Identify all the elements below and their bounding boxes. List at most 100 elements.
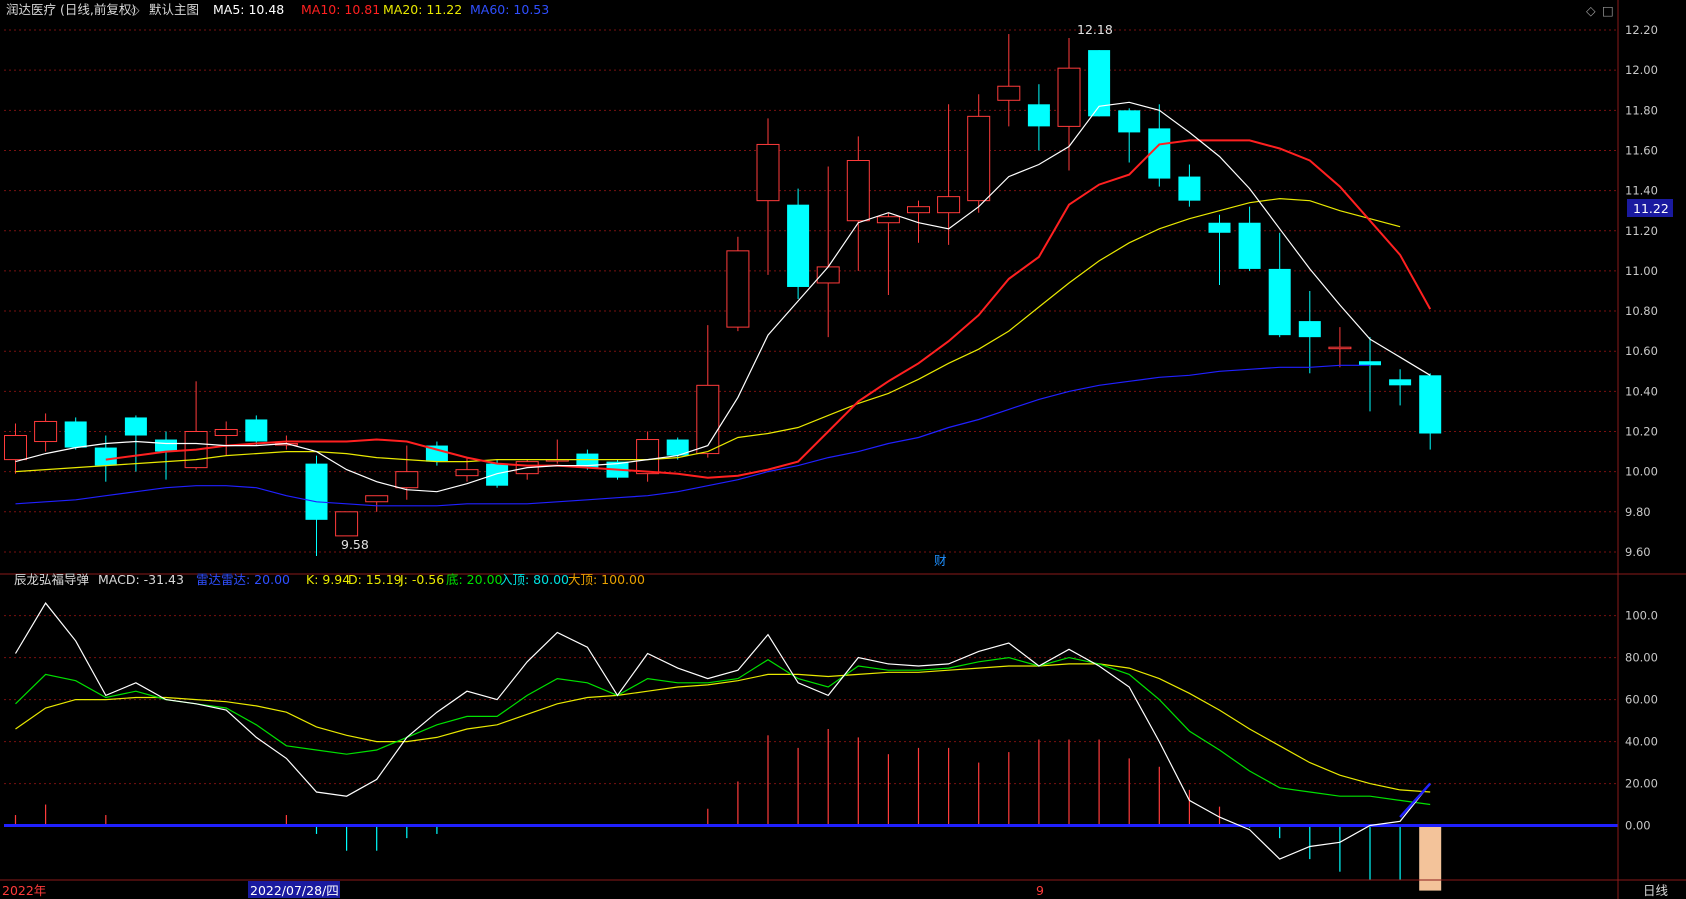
candle-body-down [94, 447, 117, 466]
diamond-icon[interactable]: ◇ [1586, 3, 1596, 18]
candle-body-down [1419, 375, 1442, 434]
k-value: K: 9.94 [306, 572, 350, 587]
candle-body-down [1088, 50, 1111, 117]
candle-body-up [876, 216, 900, 224]
candle-body-down [1027, 104, 1050, 127]
candlestick-series [4, 34, 1442, 556]
candle-body-down [1359, 361, 1381, 366]
candle-body-down [1238, 222, 1261, 269]
indicator-tick-label: 60.00 [1625, 693, 1658, 707]
cursor-date-tag [248, 881, 340, 898]
current-price-tag [1627, 199, 1673, 217]
candle-body-up [4, 435, 27, 461]
price-tick-label: 11.80 [1625, 103, 1658, 117]
current-price-value: 11.22 [1633, 201, 1669, 216]
candle-body-down [486, 463, 509, 486]
candle-body-down [1298, 321, 1321, 338]
candle-body-up [636, 439, 660, 475]
candle-body-up [365, 495, 389, 503]
candle-body-up [997, 85, 1021, 101]
ma10-value: MA10: 10.81 [301, 2, 380, 17]
price-tick-label: 10.20 [1625, 425, 1658, 439]
candle-body-up [214, 428, 238, 437]
d-value: D: 15.19 [348, 572, 402, 587]
indicator-tick-label: 40.00 [1625, 735, 1658, 749]
price-axis: 12.20 12.00 11.80 11.60 11.40 11.20 11.00 10.80… [1625, 23, 1658, 559]
price-tick-label: 9.80 [1625, 505, 1651, 519]
ma60-line [15, 364, 1370, 507]
radar-value: 雷达雷达: 20.00 [196, 572, 290, 587]
price-tick-label: 11.40 [1625, 184, 1658, 198]
price-tick-label: 11.00 [1625, 264, 1658, 278]
candle-body-down [245, 419, 268, 442]
ma20-value: MA20: 11.22 [383, 2, 462, 17]
macd-bars [4, 729, 1618, 891]
candle-body-up [1057, 67, 1081, 127]
j-line [15, 663, 1431, 793]
candle-body-down [576, 453, 599, 468]
price-tick-label: 12.00 [1625, 63, 1658, 77]
candle-body-up [937, 196, 961, 214]
indicator-tick-label: 100.0 [1625, 609, 1658, 623]
j-value: J: -0.56 [399, 572, 444, 587]
high-price-label: 12.18 [1077, 22, 1113, 37]
candle-body-down [305, 463, 328, 520]
d-line [15, 656, 1431, 806]
price-tick-label: 10.00 [1625, 465, 1658, 479]
price-tick-label: 11.60 [1625, 143, 1658, 157]
year-label: 2022年 [2, 883, 46, 898]
ma5-value: MA5: 10.48 [213, 2, 284, 17]
ma20-line [15, 197, 1401, 473]
candle-body-down [64, 421, 87, 448]
macd-bar-current [1419, 825, 1442, 891]
candle-body-up [756, 143, 780, 202]
price-tick-label: 10.40 [1625, 384, 1658, 398]
candle-body-up [907, 206, 930, 214]
entry-top-value: 入顶: 80.00 [500, 572, 569, 587]
candle-body-up [967, 115, 991, 202]
ma60-value: MA60: 10.53 [470, 2, 549, 17]
stock-title[interactable]: 润达医疗 (日线,前复权) [6, 2, 136, 17]
candle-body-up [34, 420, 58, 443]
cursor-date: 2022/07/28/四 [250, 883, 339, 898]
candle-body-down [425, 445, 448, 462]
big-top-value: 大顶: 100.00 [568, 572, 645, 587]
k-line [14, 602, 1431, 860]
macd-value: MACD: -31.43 [98, 572, 184, 587]
price-tick-label: 10.60 [1625, 344, 1658, 358]
bottom-value: 底: 20.00 [446, 572, 503, 587]
candle-body-down [124, 417, 147, 436]
candle-body-down [1178, 176, 1201, 201]
candle-body-up [726, 250, 750, 328]
ma10-line [105, 139, 1432, 479]
price-tick-label: 11.20 [1625, 224, 1658, 238]
square-icon[interactable]: □ [1602, 3, 1614, 18]
candle-body-up [395, 471, 419, 489]
moving-average-lines [15, 101, 1432, 507]
candle-body-down [155, 439, 177, 452]
month-label: 9 [1036, 883, 1044, 898]
main-chart-label[interactable]: 默认主图 [149, 2, 199, 17]
collapse-icon[interactable]: ◇ [130, 2, 140, 17]
price-tick-label: 10.80 [1625, 304, 1658, 318]
main-price-grid [4, 29, 1618, 553]
indicator-tick-label: 0.00 [1625, 819, 1651, 833]
indicator-name[interactable]: 辰龙弘福导弹 [14, 572, 89, 587]
price-tick-label: 9.60 [1625, 545, 1651, 559]
radar-line-tail [1399, 782, 1432, 818]
candle-body-down [1268, 268, 1291, 336]
candle-body-down [787, 204, 810, 287]
candle-body-down [666, 439, 689, 456]
indicator-tick-label: 80.00 [1625, 651, 1658, 665]
period-label[interactable]: 日线 [1643, 883, 1669, 898]
indicator-tick-label: 20.00 [1625, 777, 1658, 791]
candle-body-down [1148, 128, 1171, 179]
low-price-label: 9.58 [341, 537, 369, 552]
candle-body-up [846, 160, 870, 222]
finance-marker[interactable]: 财 [934, 553, 947, 568]
indicator-grid [4, 615, 1618, 827]
candle-body-down [1389, 379, 1412, 386]
indicator-axis: 100.0 80.00 60.00 40.00 20.00 0.00 [1625, 609, 1658, 833]
